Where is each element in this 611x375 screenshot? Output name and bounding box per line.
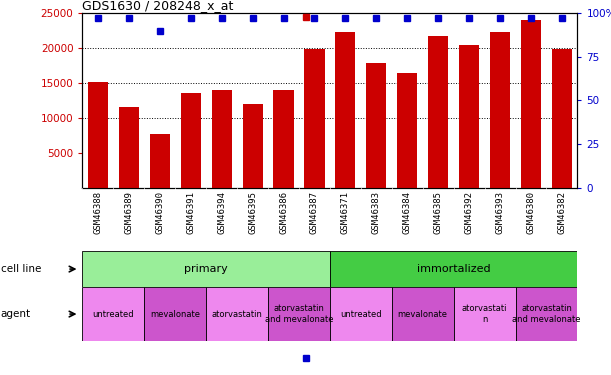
Text: GSM46382: GSM46382 bbox=[557, 190, 566, 234]
Bar bbox=[119, 107, 139, 188]
Text: untreated: untreated bbox=[93, 310, 134, 319]
Text: GSM46391: GSM46391 bbox=[186, 190, 196, 234]
Bar bbox=[304, 50, 324, 188]
Text: atorvastatin
and mevalonate: atorvastatin and mevalonate bbox=[512, 304, 580, 324]
Text: untreated: untreated bbox=[340, 310, 382, 319]
Text: primary: primary bbox=[185, 264, 228, 274]
Bar bbox=[453, 287, 516, 341]
Text: GSM46385: GSM46385 bbox=[434, 190, 443, 234]
Text: GSM46384: GSM46384 bbox=[403, 190, 412, 234]
Bar bbox=[150, 135, 170, 188]
Text: agent: agent bbox=[1, 309, 31, 319]
Bar bbox=[459, 45, 479, 188]
Text: atorvastatin
and mevalonate: atorvastatin and mevalonate bbox=[265, 304, 333, 324]
Text: GSM46371: GSM46371 bbox=[341, 190, 350, 234]
Bar bbox=[144, 287, 206, 341]
Text: cell line: cell line bbox=[1, 264, 41, 274]
Bar bbox=[366, 63, 386, 188]
Bar bbox=[428, 36, 448, 188]
Bar bbox=[82, 287, 144, 341]
Text: mevalonate: mevalonate bbox=[150, 310, 200, 319]
Bar bbox=[181, 93, 201, 188]
Bar bbox=[88, 82, 108, 188]
Bar bbox=[392, 287, 453, 341]
Text: GSM46387: GSM46387 bbox=[310, 190, 319, 234]
Bar bbox=[268, 287, 330, 341]
Bar bbox=[274, 90, 294, 188]
Text: GSM46390: GSM46390 bbox=[155, 190, 164, 234]
Text: GSM46389: GSM46389 bbox=[125, 190, 133, 234]
Bar bbox=[330, 251, 577, 287]
Bar bbox=[82, 251, 330, 287]
Bar bbox=[521, 20, 541, 188]
Text: atorvastatin: atorvastatin bbox=[211, 310, 263, 319]
Bar bbox=[516, 287, 577, 341]
Bar bbox=[206, 287, 268, 341]
Bar bbox=[335, 32, 356, 188]
Text: GSM46386: GSM46386 bbox=[279, 190, 288, 234]
Text: GSM46380: GSM46380 bbox=[527, 190, 535, 234]
Bar bbox=[490, 32, 510, 188]
Text: GSM46395: GSM46395 bbox=[248, 190, 257, 234]
Bar bbox=[243, 105, 263, 188]
Bar bbox=[397, 73, 417, 188]
Text: GSM46388: GSM46388 bbox=[93, 190, 103, 234]
Text: GSM46392: GSM46392 bbox=[464, 190, 474, 234]
Text: GSM46393: GSM46393 bbox=[496, 190, 505, 234]
Text: immortalized: immortalized bbox=[417, 264, 491, 274]
Text: GDS1630 / 208248_x_at: GDS1630 / 208248_x_at bbox=[82, 0, 234, 12]
Text: GSM46394: GSM46394 bbox=[217, 190, 226, 234]
Text: mevalonate: mevalonate bbox=[398, 310, 448, 319]
Text: GSM46383: GSM46383 bbox=[372, 190, 381, 234]
Bar bbox=[330, 287, 392, 341]
Bar bbox=[552, 50, 572, 188]
Text: atorvastati
n: atorvastati n bbox=[462, 304, 507, 324]
Bar bbox=[211, 90, 232, 188]
